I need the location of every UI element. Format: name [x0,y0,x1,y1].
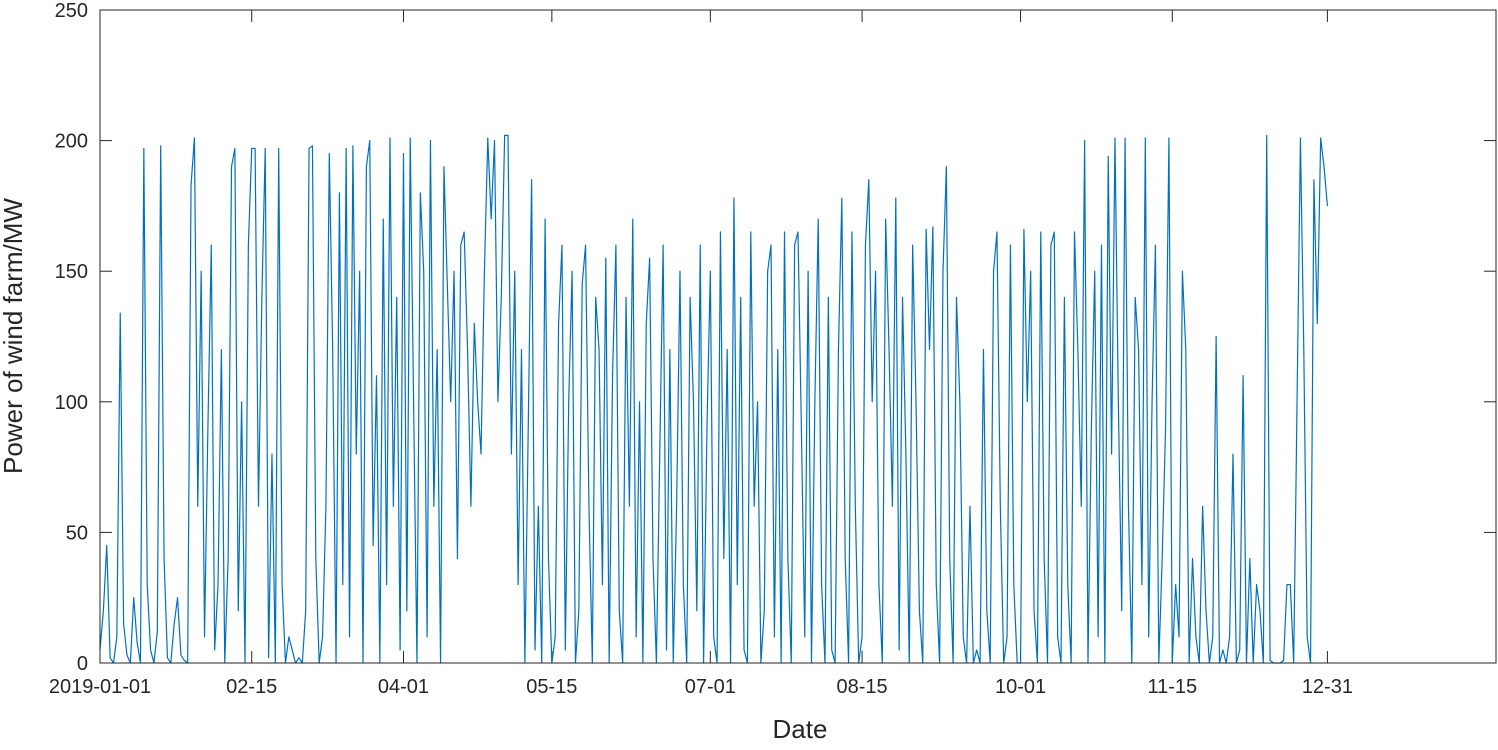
y-tick-label: 50 [66,522,88,544]
data-line [99,134,1328,664]
x-tick-label: 10-01 [995,676,1046,698]
y-tick-label: 100 [55,392,88,414]
y-axis-label: Power of wind farm/MW [0,198,28,474]
x-tick-label: 04-01 [378,676,429,698]
y-tick-label: 150 [55,261,88,283]
x-tick-label: 08-15 [836,676,887,698]
y-tick-label: 250 [55,0,88,22]
x-tick-label: 11-15 [1147,676,1197,698]
x-tick-label: 02-15 [226,676,277,698]
plot-area [100,10,1496,663]
y-tick-label: 200 [55,131,88,153]
x-tick-label: 05-15 [526,676,577,698]
x-tick-label: 2019-01-01 [49,676,151,698]
x-tick-label: 07-01 [685,676,736,698]
x-tick-label: 12-31 [1302,676,1353,698]
y-tick-label: 0 [77,653,88,675]
x-axis-label: Date [773,714,828,744]
axes-box [99,9,1497,664]
